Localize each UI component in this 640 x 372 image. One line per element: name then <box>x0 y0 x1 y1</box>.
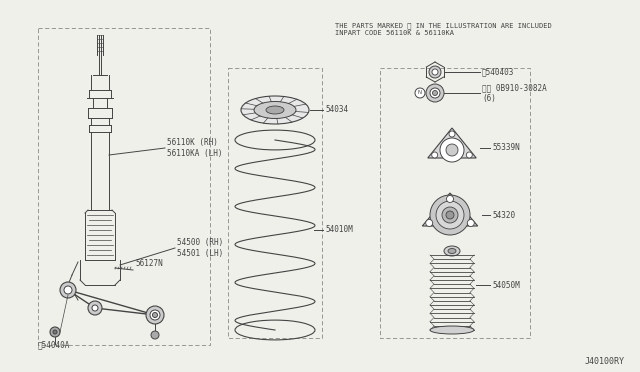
Ellipse shape <box>430 326 474 334</box>
Ellipse shape <box>444 246 460 256</box>
Text: 55339N: 55339N <box>492 144 520 153</box>
Circle shape <box>64 286 72 294</box>
Text: ※Ⓝ 0B910-3082A
(6): ※Ⓝ 0B910-3082A (6) <box>482 83 547 103</box>
Circle shape <box>88 301 102 315</box>
Circle shape <box>60 282 76 298</box>
Circle shape <box>426 84 444 102</box>
Text: ※54040A: ※54040A <box>38 340 70 350</box>
Circle shape <box>433 90 438 96</box>
Text: N: N <box>418 90 422 96</box>
Text: 54500 (RH)
54501 (LH): 54500 (RH) 54501 (LH) <box>177 238 223 258</box>
Text: ※540403: ※540403 <box>482 67 515 77</box>
Circle shape <box>426 219 433 227</box>
Circle shape <box>429 66 441 78</box>
Ellipse shape <box>254 102 296 119</box>
Circle shape <box>440 138 464 162</box>
Polygon shape <box>422 193 477 226</box>
Text: THE PARTS MARKED ※ IN THE ILLUSTRATION ARE INCLUDED
INPART CODE 56110K & 56110KA: THE PARTS MARKED ※ IN THE ILLUSTRATION A… <box>335 22 552 36</box>
Circle shape <box>432 69 438 75</box>
Text: 56110K (RH)
56110KA (LH): 56110K (RH) 56110KA (LH) <box>167 138 223 158</box>
Circle shape <box>431 152 438 158</box>
Circle shape <box>446 144 458 156</box>
Circle shape <box>415 88 425 98</box>
Ellipse shape <box>266 106 284 114</box>
Circle shape <box>436 201 464 229</box>
Circle shape <box>150 310 160 320</box>
Circle shape <box>467 219 474 227</box>
Circle shape <box>151 331 159 339</box>
Circle shape <box>152 312 157 317</box>
Ellipse shape <box>241 96 309 124</box>
Text: 54010M: 54010M <box>325 225 353 234</box>
Circle shape <box>92 305 98 311</box>
Circle shape <box>53 330 57 334</box>
Polygon shape <box>428 128 476 158</box>
Circle shape <box>430 195 470 235</box>
Circle shape <box>447 196 454 202</box>
Circle shape <box>442 207 458 223</box>
Text: J40100RY: J40100RY <box>585 357 625 366</box>
Circle shape <box>446 211 454 219</box>
Circle shape <box>50 327 60 337</box>
Text: 54050M: 54050M <box>492 280 520 289</box>
Text: 54320: 54320 <box>492 211 515 219</box>
Text: 54034: 54034 <box>325 106 348 115</box>
Circle shape <box>449 131 455 137</box>
Circle shape <box>467 152 472 158</box>
Text: 56127N: 56127N <box>135 259 163 267</box>
Circle shape <box>146 306 164 324</box>
Circle shape <box>430 88 440 98</box>
Ellipse shape <box>448 248 456 253</box>
